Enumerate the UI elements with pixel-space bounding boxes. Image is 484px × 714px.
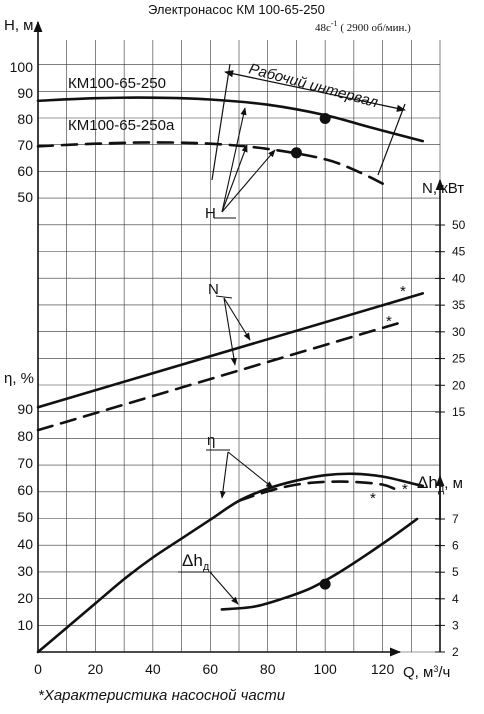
dh-tick-label: 6 (452, 539, 459, 553)
x-tick-label: 0 (34, 661, 42, 677)
eta-tick-label: 40 (17, 536, 33, 552)
series-line-N-dashed-3 (36, 321, 402, 432)
x-tick-label: 20 (88, 661, 104, 677)
h-pointers (214, 107, 276, 219)
eta-tick-label: 20 (17, 590, 33, 606)
label-dh-curve: Δhд (182, 551, 210, 573)
eta-tick-label: 80 (17, 428, 33, 444)
h-tick-label: 80 (17, 111, 33, 127)
n-tick-label: 25 (452, 352, 466, 366)
series-line-N-solid-2 (36, 292, 425, 409)
footnote: *Характеристика насосной части (38, 687, 286, 704)
eta-tick-label: 30 (17, 563, 33, 579)
axis-label-h: H, м (4, 17, 33, 34)
h-tick-label: 100 (10, 59, 34, 75)
chart-title: Электронасос КМ 100-65-250 (148, 2, 325, 17)
h-tick-label: 50 (17, 189, 33, 205)
n-tick-label: 20 (452, 378, 466, 392)
star-eta-solid: * (402, 481, 408, 498)
eta-tick-label: 60 (17, 482, 33, 498)
axis-label-q: Q, м3/ч (403, 664, 450, 681)
x-tick-label: 120 (371, 661, 395, 677)
eta-tick-label: 90 (17, 401, 33, 417)
dh-tick-label: 2 (452, 645, 459, 659)
label-eta-curves: η (207, 432, 215, 449)
speed-label: 48с-1 ( 2900 об/мин.) (315, 19, 411, 34)
x-tick-label: 80 (260, 661, 276, 677)
dh-pointer (178, 571, 239, 605)
n-tick-label: 40 (452, 271, 466, 285)
series-line-H-dashed-1 (36, 141, 390, 188)
x-tick-label: 100 (313, 661, 337, 677)
star-n-dashed: * (386, 313, 392, 330)
n-tick-label: 30 (452, 325, 466, 339)
h-tick-label: 60 (17, 163, 33, 179)
label-n-lines: N (208, 281, 219, 298)
dh-tick-label: 4 (452, 592, 459, 606)
x-tick-label: 60 (202, 661, 218, 677)
dh-tick-label: 5 (452, 565, 459, 579)
n-tick-label: 15 (452, 405, 466, 419)
working-interval-right-tick (377, 103, 406, 176)
series-line-eta-dashed-5 (237, 480, 396, 503)
axis-label-n: N, кВт (422, 180, 464, 197)
dh-tick-label: 3 (452, 618, 459, 632)
working-interval-arrow (224, 70, 406, 112)
n-tick-label: 50 (452, 218, 466, 232)
eta-tick-label: 70 (17, 455, 33, 471)
tick-labels: 0 20 40 60 80 100 120 50 60 70 80 90 100 10 20 30 40 50 60… (10, 59, 466, 677)
working-interval-left-tick (211, 63, 231, 181)
eta-tick-label: 50 (17, 509, 33, 525)
operating-point-dh-6 (319, 578, 331, 590)
dh-tick-label: 7 (452, 512, 459, 526)
axes (33, 20, 445, 657)
star-n-solid: * (400, 283, 406, 300)
h-tick-label: 90 (17, 85, 33, 101)
label-h-curves: H (205, 205, 216, 222)
series-line-dh-solid-6 (220, 517, 419, 611)
operating-point-H-0 (319, 112, 331, 124)
eta-pointers (206, 449, 274, 499)
axis-label-dh: Δhд, м (417, 473, 463, 495)
star-eta-dashed: * (370, 490, 376, 507)
h-tick-label: 70 (17, 137, 33, 153)
n-tick-label: 45 (452, 245, 466, 259)
x-tick-label: 40 (145, 661, 161, 677)
series-label-km100-65-250a: КМ100-65-250а (68, 117, 175, 134)
n-tick-label: 35 (452, 298, 466, 312)
operating-point-H-1 (290, 147, 302, 159)
n-pointers (215, 295, 251, 366)
series-label-km100-65-250: КМ100-65-250 (68, 75, 166, 92)
eta-tick-label: 10 (17, 617, 33, 633)
axis-label-eta: η, % (4, 370, 34, 387)
